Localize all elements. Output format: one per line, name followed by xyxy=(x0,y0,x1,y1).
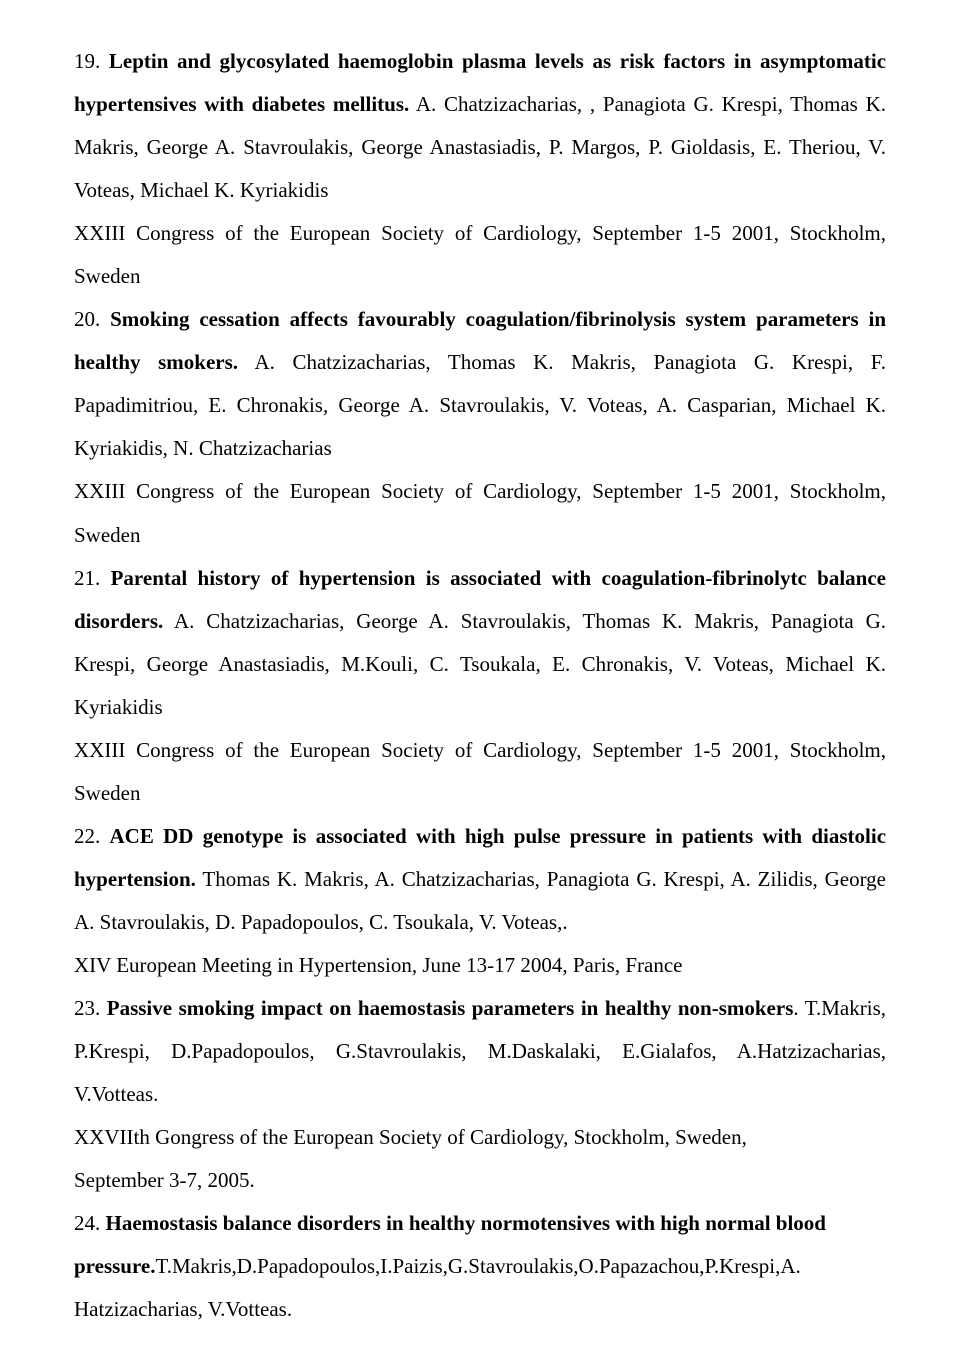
entry-authors: A. Chatzizacharias, George A. Stavroulak… xyxy=(74,609,886,719)
entry-number: 19. xyxy=(74,49,100,73)
entry-title: Passive smoking impact on haemostasis pa… xyxy=(107,996,794,1020)
entry-authors: T.Makris,D.Papadopoulos,I.Paizis,G.Stavr… xyxy=(74,1254,801,1321)
reference-entry-22: 22. ACE DD genotype is associated with h… xyxy=(74,815,886,944)
entry-number: 24. xyxy=(74,1211,100,1235)
entry-number: 23. xyxy=(74,996,100,1020)
entry-venue: XXVIIth Gongress of the European Society… xyxy=(74,1116,886,1159)
reference-entry-23: 23. Passive smoking impact on haemostasi… xyxy=(74,987,886,1116)
entry-venue: XIV European Meeting in Hypertension, Ju… xyxy=(74,944,886,987)
reference-entry-19: 19. Leptin and glycosylated haemoglobin … xyxy=(74,40,886,212)
entry-number: 21. xyxy=(74,566,100,590)
entry-venue: XXIII Congress of the European Society o… xyxy=(74,470,886,556)
reference-entry-20: 20. Smoking cessation affects favourably… xyxy=(74,298,886,470)
entry-number: 20. xyxy=(74,307,100,331)
entry-authors: Thomas K. Makris, A. Chatzizacharias, Pa… xyxy=(74,867,886,934)
reference-entry-21: 21. Parental history of hypertension is … xyxy=(74,557,886,729)
entry-venue-line2: September 3-7, 2005. xyxy=(74,1159,886,1202)
entry-venue: XXIII Congress of the European Society o… xyxy=(74,729,886,815)
reference-entry-24: 24. Haemostasis balance disorders in hea… xyxy=(74,1202,886,1331)
entry-number: 22. xyxy=(74,824,100,848)
entry-venue: XXIII Congress of the European Society o… xyxy=(74,212,886,298)
